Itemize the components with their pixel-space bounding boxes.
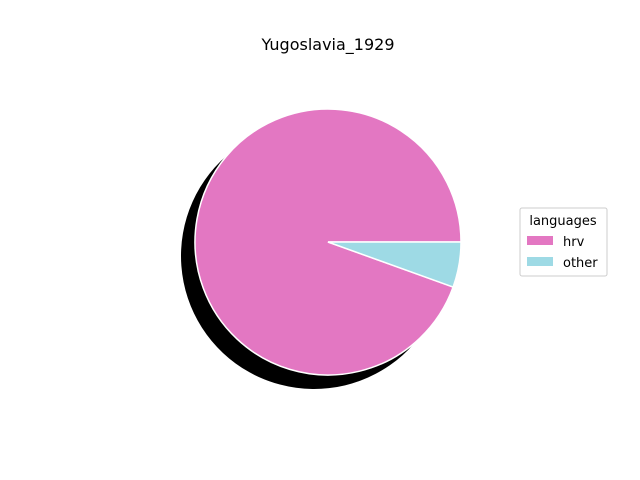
- legend-swatch-hrv: [527, 236, 553, 245]
- legend-label-hrv: hrv: [563, 235, 585, 250]
- pie-slices-group: [194, 108, 462, 376]
- pie-slice-other: [327, 241, 462, 289]
- legend-swatch-other: [527, 257, 553, 266]
- legend-label-other: other: [563, 256, 598, 271]
- legend: languages hrv other: [519, 207, 608, 277]
- legend-title: languages: [529, 214, 597, 229]
- chart-title: Yugoslavia_1929: [260, 35, 394, 55]
